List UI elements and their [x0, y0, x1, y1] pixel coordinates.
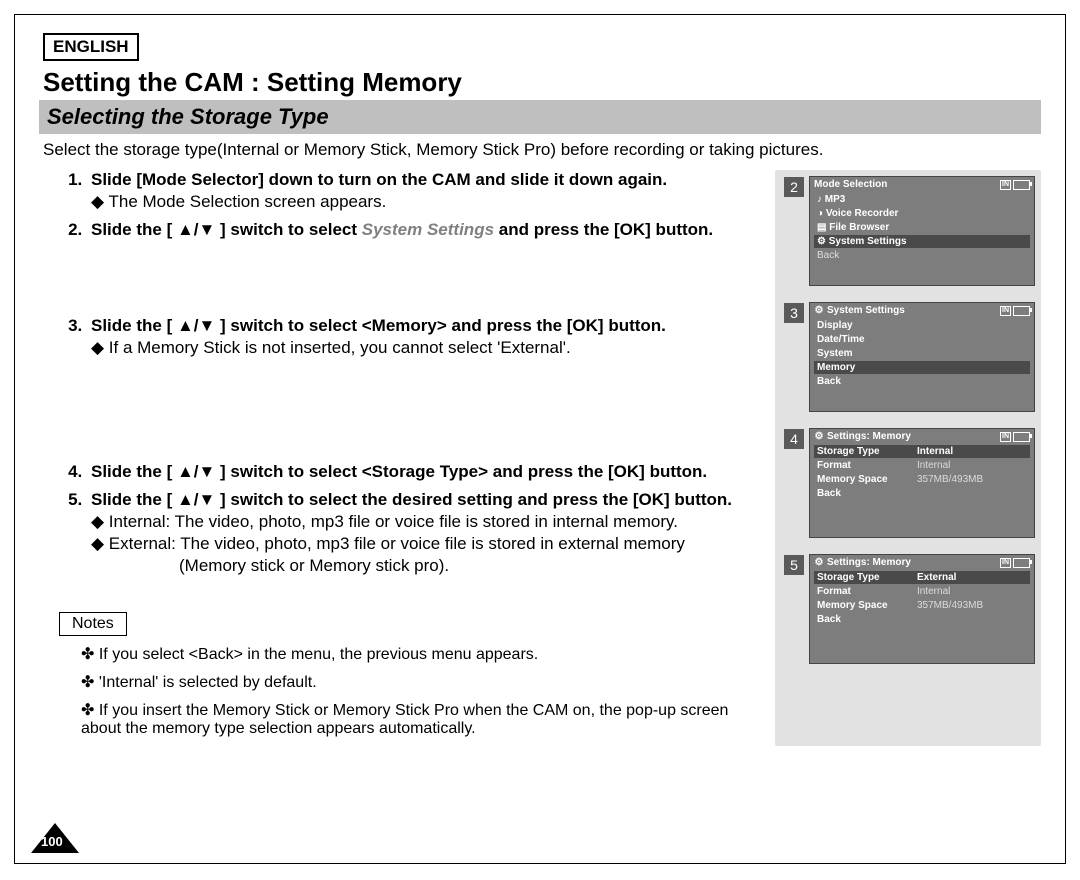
menu-item-display: Display [814, 319, 1030, 332]
menu-item-back: Back [814, 249, 1030, 262]
battery-icon [1013, 558, 1030, 568]
battery-icon [1013, 306, 1030, 316]
step-3-head: Slide the [ ▲/▼ ] switch to select <Memo… [91, 316, 765, 336]
in-icon: IN [1000, 306, 1011, 316]
status-icons: IN [1000, 306, 1030, 316]
menu-item-datetime: Date/Time [814, 333, 1030, 346]
status-icons: IN [1000, 180, 1030, 190]
step-2-text-b: and press the [OK] button. [494, 220, 713, 239]
note-item: If you select <Back> in the menu, the pr… [77, 644, 765, 664]
gear-icon: ⚙ [814, 305, 824, 316]
row-back: Back [814, 613, 1030, 626]
row-back: Back [814, 487, 1030, 500]
status-icons: IN [1000, 432, 1030, 442]
screen-2: 2 Mode Selection IN ♪ MP3 ◑ Voice Record… [809, 176, 1035, 286]
battery-icon [1013, 180, 1030, 190]
screen-4-title: Settings: Memory [827, 431, 911, 442]
status-icons: IN [1000, 558, 1030, 568]
page-title: Setting the CAM : Setting Memory [43, 67, 1041, 98]
note-item: 'Internal' is selected by default. [77, 672, 765, 692]
row-format: FormatInternal [814, 459, 1030, 472]
step-5-sub-external2: (Memory stick or Memory stick pro). [91, 556, 765, 576]
gear-icon: ⚙ [814, 431, 824, 442]
gear-icon: ⚙ [814, 557, 824, 568]
screen-5-title: Settings: Memory [827, 557, 911, 568]
step-4-head: Slide the [ ▲/▼ ] switch to select <Stor… [91, 462, 765, 482]
screen-4: 4 ⚙Settings: Memory IN Storage TypeInter… [809, 428, 1035, 538]
menu-item-back: Back [814, 375, 1030, 388]
step-2-emph: System Settings [362, 220, 494, 239]
language-label: ENGLISH [43, 33, 139, 61]
in-icon: IN [1000, 432, 1011, 442]
note-item: If you insert the Memory Stick or Memory… [77, 700, 765, 738]
step-5-head: Slide the [ ▲/▼ ] switch to select the d… [91, 490, 765, 510]
menu-item-system-settings: ⚙ System Settings [814, 235, 1030, 248]
screenshots-column: 2 Mode Selection IN ♪ MP3 ◑ Voice Record… [775, 170, 1041, 746]
in-icon: IN [1000, 558, 1011, 568]
step-5-sub-external: ◆ External: The video, photo, mp3 file o… [91, 534, 765, 554]
intro-text: Select the storage type(Internal or Memo… [43, 140, 1041, 160]
section-subtitle: Selecting the Storage Type [39, 100, 1041, 134]
screen-5: 5 ⚙Settings: Memory IN Storage TypeExter… [809, 554, 1035, 664]
screen-5-num: 5 [784, 555, 804, 575]
step-2-text-a: Slide the [ ▲/▼ ] switch to select [91, 220, 362, 239]
step-3: Slide the [ ▲/▼ ] switch to select <Memo… [87, 316, 765, 454]
steps-column: Slide [Mode Selector] down to turn on th… [39, 170, 765, 746]
screen-3-title: System Settings [827, 305, 905, 316]
menu-item-memory: Memory [814, 361, 1030, 374]
battery-icon [1013, 432, 1030, 442]
step-2: Slide the [ ▲/▼ ] switch to select Syste… [87, 220, 765, 308]
notes-list: If you select <Back> in the menu, the pr… [77, 644, 765, 738]
screen-3: 3 ⚙System Settings IN Display Date/Time … [809, 302, 1035, 412]
step-1-sub: ◆ The Mode Selection screen appears. [91, 192, 765, 212]
menu-item-filebrowser: ▤ File Browser [814, 221, 1030, 234]
step-5: Slide the [ ▲/▼ ] switch to select the d… [87, 490, 765, 576]
step-5-sub-internal: ◆ Internal: The video, photo, mp3 file o… [91, 512, 765, 532]
step-3-sub: ◆ If a Memory Stick is not inserted, you… [91, 338, 765, 358]
page-number: 100 [41, 834, 63, 849]
step-2-head: Slide the [ ▲/▼ ] switch to select Syste… [91, 220, 765, 240]
in-icon: IN [1000, 180, 1011, 190]
row-storage-type: Storage TypeExternal [814, 571, 1030, 584]
screen-2-num: 2 [784, 177, 804, 197]
screen-4-num: 4 [784, 429, 804, 449]
row-format: FormatInternal [814, 585, 1030, 598]
row-memory-space: Memory Space357MB/493MB [814, 599, 1030, 612]
row-storage-type: Storage TypeInternal [814, 445, 1030, 458]
step-1: Slide [Mode Selector] down to turn on th… [87, 170, 765, 212]
screen-2-title: Mode Selection [814, 179, 887, 190]
step-4: Slide the [ ▲/▼ ] switch to select <Stor… [87, 462, 765, 482]
menu-item-system: System [814, 347, 1030, 360]
notes-label: Notes [59, 612, 127, 636]
step-1-head: Slide [Mode Selector] down to turn on th… [91, 170, 765, 190]
screen-3-num: 3 [784, 303, 804, 323]
row-memory-space: Memory Space357MB/493MB [814, 473, 1030, 486]
menu-item-mp3: ♪ MP3 [814, 193, 1030, 206]
menu-item-voice: ◑ Voice Recorder [814, 207, 1030, 220]
